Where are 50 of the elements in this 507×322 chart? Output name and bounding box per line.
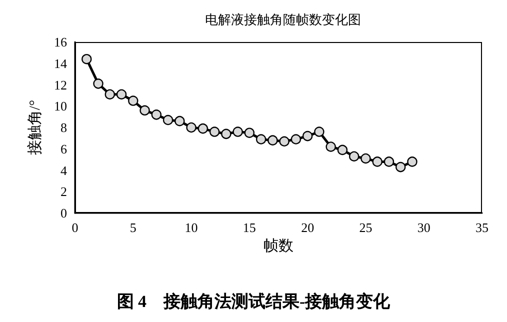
y-axis-title: 接触角/°: [26, 100, 44, 156]
point: [244, 128, 255, 138]
point: [290, 134, 302, 144]
caption: 图 4 接触角法测试结果-接触角变化: [116, 292, 392, 311]
point: [116, 89, 127, 100]
y-tick-label: 16: [54, 34, 68, 50]
point: [407, 156, 418, 167]
point: [279, 136, 290, 146]
point: [82, 54, 92, 64]
point: [256, 134, 266, 144]
point: [198, 123, 208, 134]
x-tick-label: 25: [359, 220, 372, 235]
x-tick-label: 0: [72, 220, 78, 235]
y-tick-label: 6: [60, 141, 68, 156]
y-tick-label: 12: [54, 77, 67, 92]
point: [104, 89, 115, 100]
point: [268, 135, 278, 146]
point: [151, 110, 162, 120]
y-tick-label: 0: [60, 206, 67, 220]
y-tick-label: 2: [60, 184, 67, 200]
x-tick-label: 30: [417, 220, 430, 235]
x-tick-label: 35: [476, 220, 488, 235]
point: [93, 78, 104, 89]
y-tick-label: 4: [60, 162, 68, 178]
x-tick-label: 10: [184, 220, 198, 235]
y-tick-label: 14: [54, 56, 68, 71]
x-tick-label: 20: [301, 220, 314, 235]
y-tick-label: 8: [60, 120, 67, 135]
point: [302, 130, 313, 142]
point: [140, 105, 150, 116]
point: [221, 128, 232, 140]
y-tick-label: 10: [54, 98, 67, 114]
x-tick-label: 5: [130, 220, 136, 235]
point: [396, 162, 406, 172]
x-axis-title: 帧数: [264, 237, 294, 254]
point: [372, 156, 382, 167]
point: [384, 156, 394, 167]
x-tick-label: 15: [242, 220, 256, 235]
point: [326, 142, 336, 152]
chart-title: 电解液接触角随帧数变化图: [205, 12, 361, 27]
point: [337, 144, 348, 156]
point: [360, 153, 371, 164]
point: [162, 114, 174, 126]
point: [314, 126, 324, 137]
point: [209, 126, 220, 137]
point: [232, 126, 243, 137]
point: [174, 116, 185, 126]
point: [128, 96, 138, 106]
point: [186, 122, 196, 133]
point: [348, 151, 360, 162]
